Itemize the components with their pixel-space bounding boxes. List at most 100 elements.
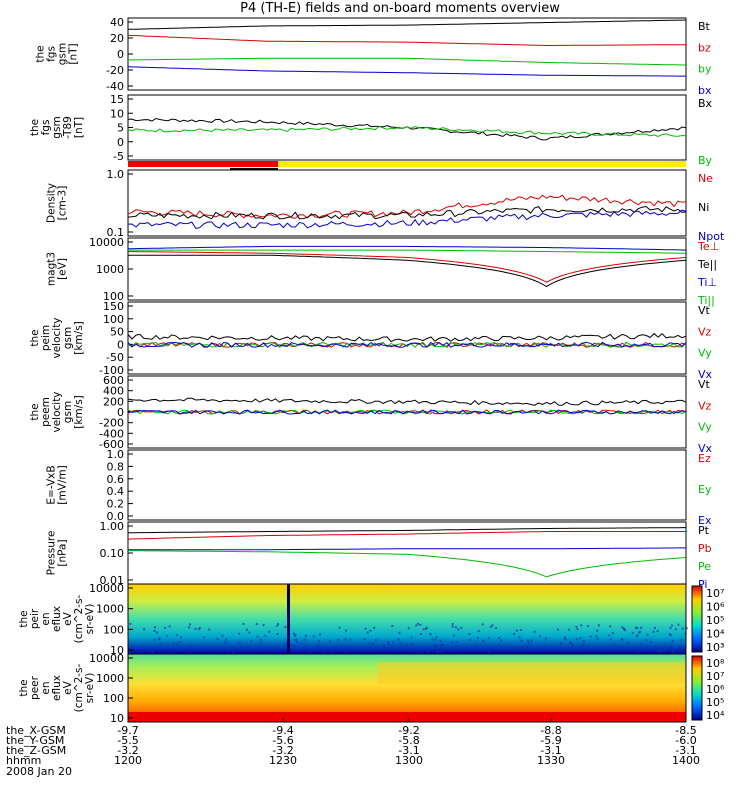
y-tick-label: -40 (106, 80, 124, 93)
bottom-tick-label: -9.2 (398, 724, 419, 737)
series-line-bz (127, 34, 686, 46)
y-tick-label: 200 (103, 395, 124, 408)
panel-3: 1.0 0.1 Density[cm-3] Ne Ni Npot (46, 168, 725, 243)
y-axis-label: thefgsgsm-T89[nT] (29, 116, 85, 139)
y-tick-label: 0.0 (107, 510, 125, 523)
y-axis-label: E=-VxB[mV/m] (46, 465, 69, 504)
bottom-tick-label: 1230 (269, 754, 297, 767)
legend-entry: Ey (698, 483, 712, 496)
legend-entry: Vz (698, 399, 712, 412)
y-tick-label: -600 (99, 438, 124, 451)
series-line-Ti⊥ (128, 245, 687, 251)
series-line-Vy (127, 341, 687, 348)
bottom-row-label: the_Y-GSM (6, 734, 64, 747)
series-line-bx (127, 66, 686, 77)
legend-entry: Bx (698, 97, 713, 110)
y-tick-label: -200 (99, 417, 124, 430)
y-tick-label: 100 (103, 313, 124, 326)
panel-8: 1.00 0.10 0.01 Pressure[nPa] Pt Pb Pe Pi (46, 520, 712, 591)
series-line-Pb (127, 531, 686, 540)
colorbar-tick-label: 10⁶ (706, 683, 725, 696)
bottom-tick-label: -9.4 (272, 724, 293, 737)
state-bar-red (128, 161, 278, 167)
state-bar (128, 161, 686, 170)
panel-frame (127, 653, 687, 723)
y-tick-label: 10000 (89, 582, 124, 595)
series-line-Ti|| (128, 249, 686, 254)
series-line-Bt (128, 19, 687, 30)
series-line-Vt (127, 332, 687, 343)
colorbar-tick-label: 10⁸ (706, 657, 725, 670)
y-tick-label: 100 (103, 290, 124, 303)
y-tick-label: 10 (110, 107, 124, 120)
y-tick-label: -5 (113, 150, 124, 163)
y-tick-label: 1.0 (107, 448, 125, 461)
series-line-Bx (127, 117, 687, 141)
y-tick-label: 0.01 (100, 574, 125, 587)
y-tick-label: 600 (103, 374, 124, 387)
legend-entry: Vy (698, 347, 712, 360)
bottom-tick-label: 1400 (672, 754, 700, 767)
y-axis-label: thepeirenefluxeV(cm^2-s-sr-eV) (18, 594, 96, 643)
legend-entry: Pe (698, 560, 711, 573)
legend-entry: Pb (698, 542, 712, 555)
y-axis-label: thepeerenefluxeV(cm^2-s-sr-eV) (18, 663, 96, 712)
legend-entry: by (698, 63, 712, 76)
y-tick-label: 10 (110, 712, 124, 725)
bottom-tick-label: -3.2 (117, 744, 138, 757)
y-tick-label: 15 (110, 93, 124, 106)
series-line-Te⊥ (127, 251, 687, 283)
date-label: 2008 Jan 20 (6, 765, 72, 778)
y-tick-label: -400 (99, 427, 124, 440)
y-tick-label: 10 (110, 644, 124, 657)
y-tick-label: -100 (99, 364, 124, 377)
y-tick-label: 10000 (89, 652, 124, 665)
y-tick-label: 1000 (96, 603, 124, 616)
bottom-row-label: hhmm (6, 754, 41, 767)
y-tick-label: 5 (117, 122, 124, 135)
spectrogram-ion (128, 584, 686, 654)
bottom-row-label: the_Z-GSM (6, 744, 66, 757)
y-tick-label: 100 (103, 692, 124, 705)
y-tick-label: 0.4 (107, 485, 125, 498)
bottom-axis: the_X-GSM -9.7 -9.4 -9.2 -8.8 -8.5 the_Y-GSM -5… (6, 718, 700, 767)
y-tick-label: 1000 (96, 263, 124, 276)
series-line-Pt (128, 527, 686, 534)
y-tick-label: 0.10 (100, 547, 125, 560)
colorbar-tick-label: 10⁵ (706, 614, 724, 627)
legend-entry: Ni (698, 201, 709, 214)
legend-entry: Ex (698, 514, 712, 527)
y-axis-label: thepeimvelocitygsm[km/s] (29, 317, 85, 358)
colorbar-tick-label: 10⁶ (706, 601, 725, 614)
colorbar-tick-label: 10³ (706, 641, 724, 654)
panel-frame (127, 169, 687, 237)
series-line-Vt (127, 397, 687, 406)
series-line-Pi (128, 547, 686, 551)
series-line-Pe (128, 550, 687, 578)
bottom-tick-label: 1200 (114, 754, 142, 767)
y-tick-label: 0.6 (107, 473, 125, 486)
legend-entry: Ti⊥ (697, 276, 717, 289)
panel-frame (127, 301, 687, 375)
legend-entry: Vz (698, 325, 712, 338)
bottom-tick-label: -6.0 (675, 734, 696, 747)
series-line-Te|| (128, 254, 687, 288)
y-tick-label: 1000 (96, 672, 124, 685)
colorbar-tick-label: 10⁵ (706, 696, 724, 709)
series-line-Vy (127, 409, 687, 415)
panel-frame (127, 449, 687, 521)
y-axis-label: Density[cm-3] (46, 183, 69, 223)
legend-entry: bx (698, 84, 712, 97)
y-tick-label: 40 (110, 16, 124, 29)
bottom-tick-label: -3.1 (540, 744, 561, 757)
legend-entry: Pi (698, 578, 707, 591)
y-tick-label: -50 (106, 351, 124, 364)
legend-entry: Ez (698, 452, 711, 465)
bottom-tick-label: 1300 (395, 754, 423, 767)
colorbar-tick-label: 10⁷ (706, 587, 724, 600)
legend-entry: Vt (698, 304, 711, 317)
legend-entry: Vx (698, 442, 713, 455)
